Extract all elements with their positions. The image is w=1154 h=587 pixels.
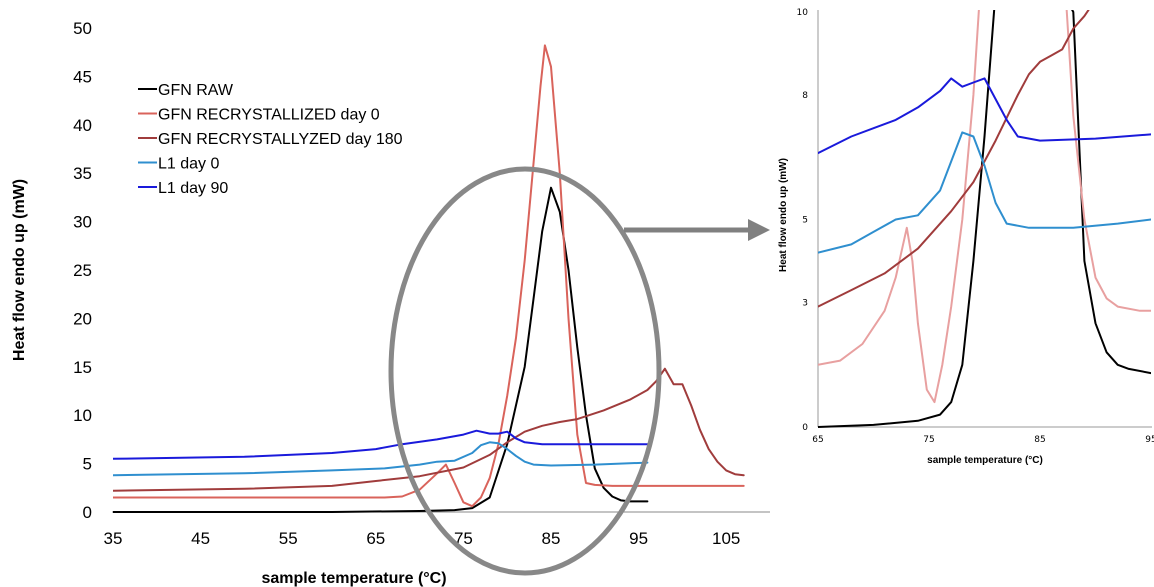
inset-y-tick-labels: 0 3 5 8 10 <box>797 8 809 433</box>
main-y-tick-label: 35 <box>73 164 92 183</box>
legend-label-l1-day-90: L1 day 90 <box>158 180 228 197</box>
legend-label-gfn-recrystallyzed-day-180: GFN RECRYSTALLYZED day 180 <box>158 131 403 148</box>
inset-y-tick-label: 3 <box>802 299 808 309</box>
main-y-tick-label: 25 <box>73 261 92 280</box>
main-series-line-l1-day-90 <box>113 429 649 460</box>
main-series-line-gfn-recrystallyzed-day-180 <box>113 367 745 492</box>
inset-y-tick-label: 10 <box>797 8 809 18</box>
main-x-tick-label: 35 <box>104 529 123 548</box>
inset-x-tick-labels: 65 75 85 95 <box>812 435 1154 445</box>
main-y-tick-label: 15 <box>73 358 92 377</box>
inset-x-tick-label: 65 <box>812 435 823 445</box>
inset-x-tick-label: 95 <box>1145 435 1154 445</box>
main-y-tick-label: 30 <box>73 213 92 232</box>
main-y-tick-label: 5 <box>83 455 92 474</box>
main-y-tick-label: 45 <box>73 67 92 86</box>
inset-y-axis-title: Heat flow endo up (mW) <box>778 158 789 272</box>
main-series-line-gfn-raw <box>113 186 649 513</box>
main-series-group <box>113 44 745 513</box>
main-legend: GFN RAW GFN RECRYSTALLIZED day 0 GFN RECRY… <box>138 82 403 197</box>
inset-series-group <box>818 10 1151 428</box>
inset-series-line-l1-day-90 <box>818 77 1151 155</box>
main-x-tick-label: 85 <box>542 529 561 548</box>
main-x-tick-labels: 35 45 55 65 75 85 95 105 <box>104 529 741 548</box>
main-y-axis-title: Heat flow endo up (mW) <box>11 179 28 361</box>
inset-chart: 0 3 5 8 10 65 75 85 95 Heat flow endo up (mW) s… <box>778 8 1154 466</box>
inset-series-line-gfn-recrystallized-day-0 <box>818 10 1151 404</box>
main-y-tick-label: 40 <box>73 116 92 135</box>
zoom-arrow-head <box>748 219 770 241</box>
main-x-tick-label: 65 <box>366 529 385 548</box>
main-x-tick-label: 105 <box>712 529 740 548</box>
main-x-tick-label: 45 <box>191 529 210 548</box>
highlight-ellipse <box>388 166 662 576</box>
main-y-tick-label: 0 <box>83 503 92 522</box>
main-x-tick-label: 95 <box>629 529 648 548</box>
main-y-tick-label: 50 <box>73 19 92 38</box>
main-y-tick-label: 20 <box>73 309 92 328</box>
main-x-tick-label: 55 <box>279 529 298 548</box>
legend-label-gfn-recrystallized-day-0: GFN RECRYSTALLIZED day 0 <box>158 107 380 124</box>
inset-x-tick-label: 85 <box>1034 435 1045 445</box>
main-y-tick-labels: 0 5 10 15 20 25 30 35 40 45 50 <box>73 19 92 522</box>
main-series-line-l1-day-0 <box>113 441 649 477</box>
legend-label-l1-day-0: L1 day 0 <box>158 156 219 173</box>
inset-y-tick-label: 8 <box>802 91 808 101</box>
inset-series-line-gfn-recrystallyzed-day-180 <box>818 10 1090 308</box>
inset-y-tick-label: 5 <box>802 216 808 226</box>
inset-series-line-l1-day-0 <box>818 131 1151 254</box>
inset-x-axis-title: sample temperature (°C) <box>927 455 1043 466</box>
main-y-tick-label: 10 <box>73 406 92 425</box>
main-x-axis-title: sample temperature (°C) <box>261 570 446 587</box>
inset-x-tick-label: 75 <box>923 435 934 445</box>
main-series-line-gfn-recrystallized-day-0 <box>113 44 745 508</box>
inset-y-tick-label: 0 <box>802 423 808 433</box>
inset-series-line-gfn-raw <box>818 10 1151 428</box>
legend-label-gfn-raw: GFN RAW <box>158 82 234 99</box>
